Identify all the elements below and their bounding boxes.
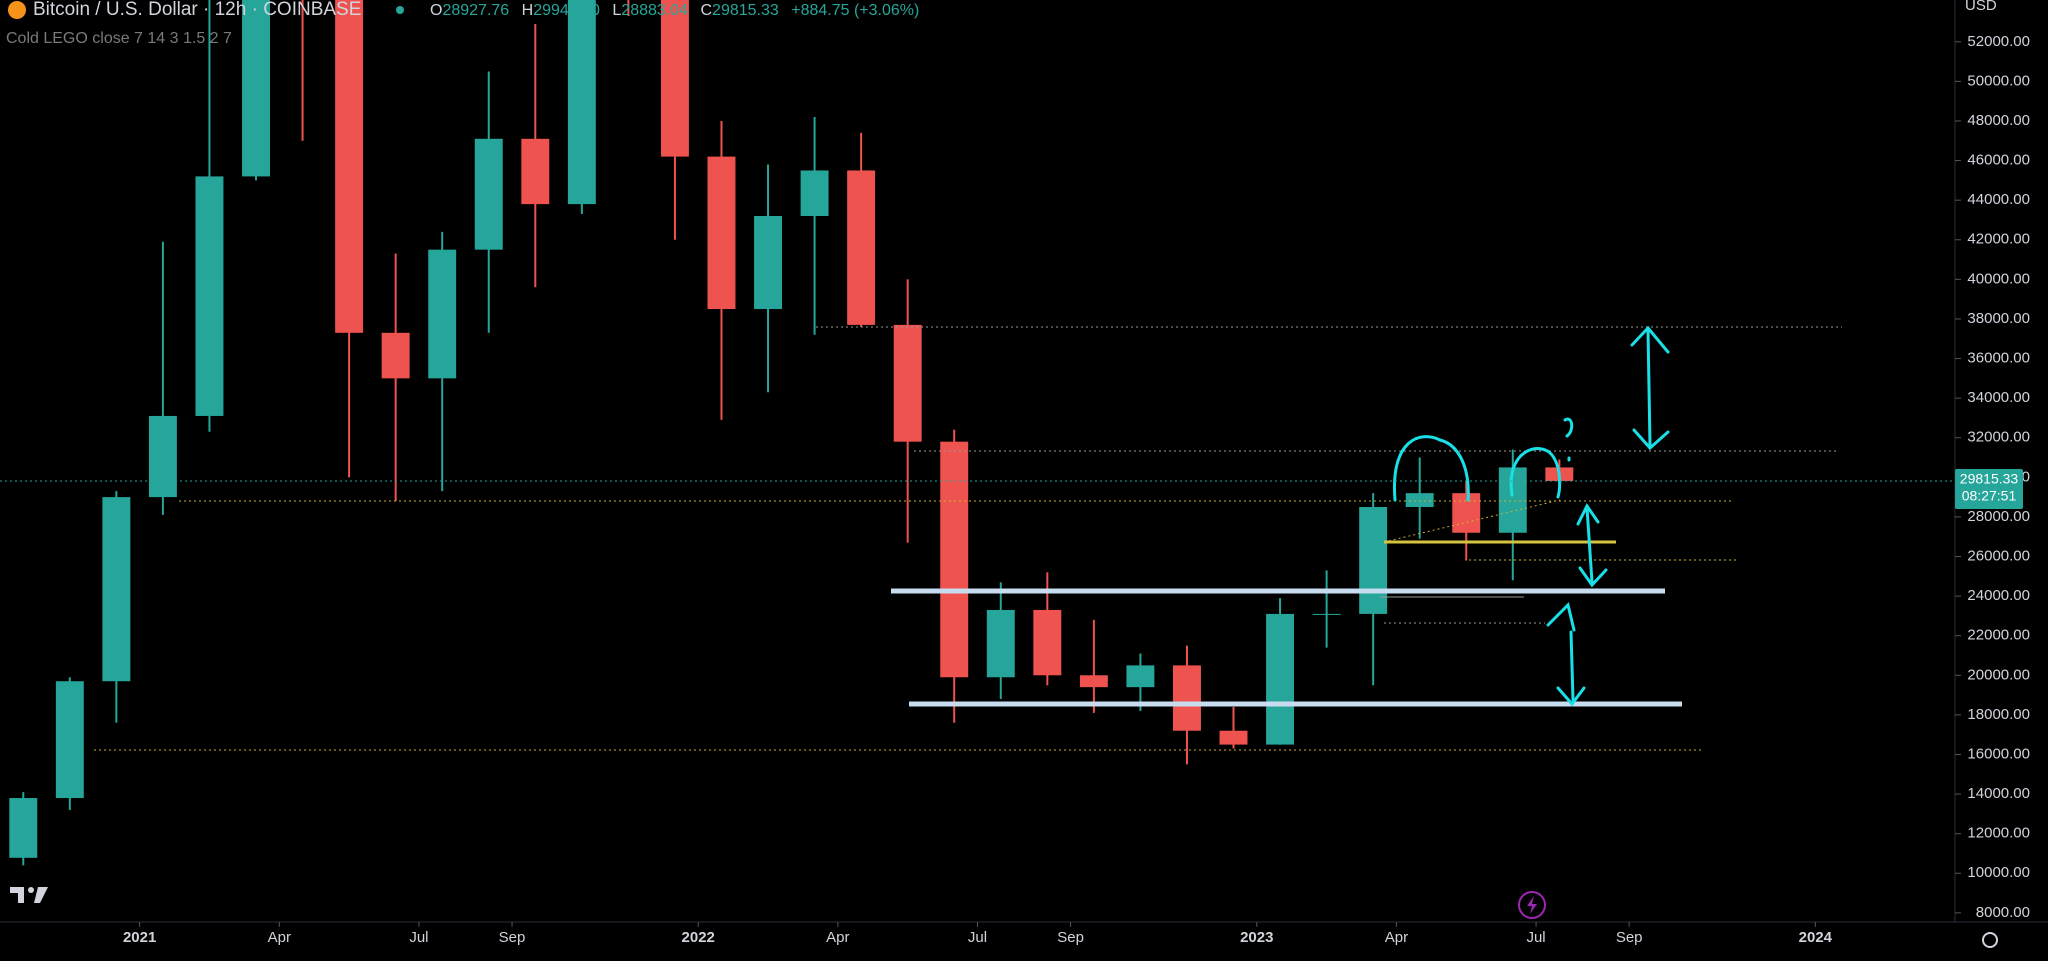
ohlc-value: 29949.00 (533, 2, 600, 19)
y-tick-label: 48000.00 (1967, 112, 2030, 129)
candle-body (1219, 730, 1248, 745)
candle-body (754, 216, 782, 310)
x-tick-label: Apr (268, 929, 291, 946)
y-tick-label: 44000.00 (1967, 191, 2030, 208)
alert-icon-bolt (1527, 896, 1537, 914)
ohlc-label: O (430, 2, 442, 19)
y-tick-label: 18000.00 (1967, 706, 2030, 723)
tv-logo (10, 887, 48, 903)
y-tick-label: 24000.00 (1967, 587, 2030, 604)
settings-icon[interactable] (1982, 932, 1998, 948)
y-tick-label: 38000.00 (1967, 310, 2030, 327)
y-tick-label: 34000.00 (1967, 389, 2030, 406)
y-tick-label: 52000.00 (1967, 33, 2030, 50)
ohlc-label: L (612, 2, 621, 19)
indicator-label[interactable]: Cold LEGO close 7 14 3 1.5 2 7 (6, 30, 232, 47)
ohlc-label: H (522, 2, 534, 19)
x-tick-label: 2023 (1240, 929, 1273, 946)
candle-body (9, 798, 38, 858)
x-tick-label: Jul (1526, 929, 1545, 946)
y-tick-label: 8000.00 (1976, 904, 2030, 921)
ohlc: O28927.76 H29949.00 L28883.04 C29815.33 … (430, 2, 919, 19)
candle-body (242, 0, 270, 177)
last-price-label: 29815.33 (1960, 471, 2019, 487)
y-tick-label: 46000.00 (1967, 152, 2030, 169)
x-tick-label: 2021 (123, 929, 156, 946)
change: +884.75 (+3.06%) (791, 2, 919, 19)
ohlc-value: 29815.33 (712, 2, 779, 19)
status-dot (396, 6, 404, 14)
y-tick-label: 40000.00 (1967, 270, 2030, 287)
candle-body (986, 609, 1015, 678)
symbol-icon (8, 1, 26, 19)
drawings (94, 325, 1842, 751)
currency[interactable]: USD (1965, 0, 1997, 14)
candle-body (428, 249, 457, 379)
last-price-tag (1955, 468, 2023, 509)
y-tick-label: 26000.00 (1967, 547, 2030, 564)
x-tick-label: Sep (1616, 929, 1643, 946)
candle-body (55, 681, 84, 799)
symbol-title[interactable]: Bitcoin / U.S. Dollar · 12h · COINBASE (33, 0, 361, 20)
candle-body (381, 332, 410, 379)
x-tick-label: 2022 (682, 929, 715, 946)
x-tick-label: Jul (409, 929, 428, 946)
candle-body (521, 138, 550, 205)
candle-body (195, 176, 224, 416)
x-tick-label: 2024 (1799, 929, 1833, 946)
candle-body (1452, 493, 1481, 533)
candle-body (1312, 613, 1341, 615)
y-tick-label: 42000.00 (1967, 231, 2030, 248)
x-tick-label: Sep (1057, 929, 1084, 946)
ohlc-value: 28927.76 (442, 2, 509, 19)
ohlc-label: C (700, 2, 712, 19)
candle-body (1079, 675, 1108, 688)
candle-body (567, 0, 596, 205)
candle-body (660, 0, 689, 157)
candle-body (847, 170, 876, 325)
candle-body (1173, 665, 1201, 731)
candle-body (148, 415, 177, 498)
x-tick-label: Sep (499, 929, 526, 946)
y-tick-label: 12000.00 (1967, 825, 2030, 842)
candle-body (102, 497, 131, 682)
y-tick-label: 22000.00 (1967, 627, 2030, 644)
y-tick-label: 28000.00 (1967, 508, 2030, 525)
alert-icon[interactable] (1518, 891, 1546, 919)
candle-body (1266, 613, 1295, 745)
candle-body (893, 324, 922, 442)
x-tick-label: Jul (968, 929, 987, 946)
candle-body (940, 441, 969, 678)
candle-body (474, 138, 503, 250)
candle-body (1359, 507, 1388, 614)
y-tick-label: 36000.00 (1967, 350, 2030, 367)
candle-body (800, 170, 829, 217)
x-tick-label: Apr (1385, 929, 1408, 946)
y-tick-label: 20000.00 (1967, 666, 2030, 683)
candle-body (1405, 493, 1434, 508)
trend-line (1383, 499, 1561, 543)
countdown: 08:27:51 (1962, 488, 2017, 504)
x-tick-label: Apr (826, 929, 849, 946)
ohlc-value: 28883.04 (621, 2, 688, 19)
candle-body (335, 0, 364, 333)
candles (9, 0, 1574, 866)
candle-body (1126, 665, 1155, 688)
y-tick-label: 14000.00 (1967, 785, 2030, 802)
candle-body (1033, 609, 1062, 676)
candle-body (707, 156, 736, 310)
y-tick-label: 50000.00 (1967, 72, 2030, 89)
y-tick-label: 16000.00 (1967, 745, 2030, 762)
hand-drawing (1392, 325, 1670, 707)
y-tick-label: 10000.00 (1967, 864, 2030, 881)
y-tick-label: 32000.00 (1967, 429, 2030, 446)
